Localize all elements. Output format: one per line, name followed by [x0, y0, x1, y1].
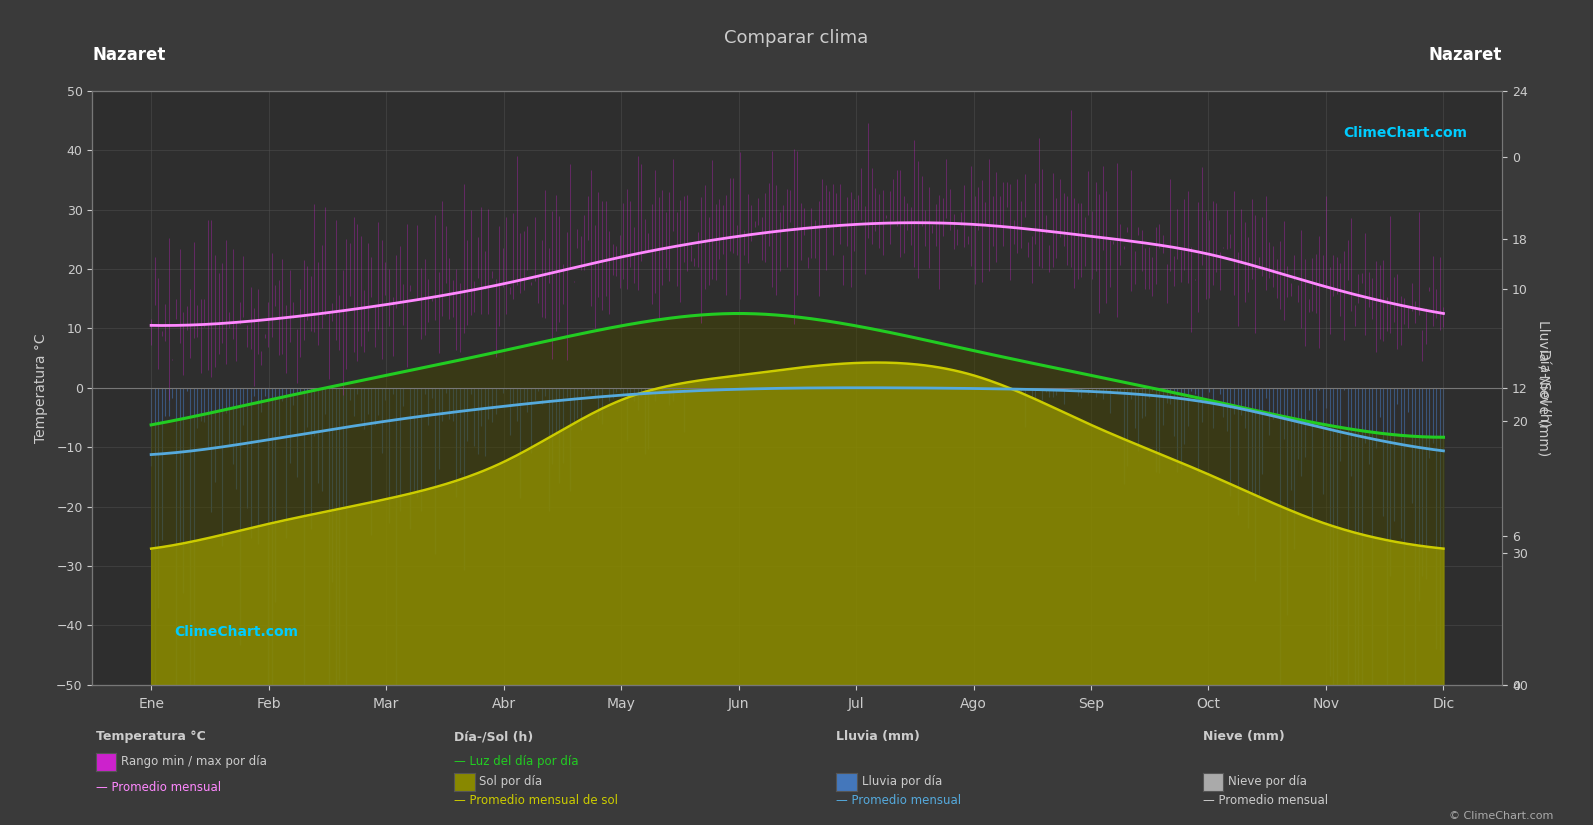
- Text: Sol por día: Sol por día: [479, 775, 543, 788]
- Text: — Promedio mensual: — Promedio mensual: [1203, 794, 1329, 808]
- Y-axis label: Lluvia / Nieve (mm): Lluvia / Nieve (mm): [1536, 319, 1550, 456]
- Text: Nazaret: Nazaret: [92, 46, 166, 64]
- Text: ClimeChart.com: ClimeChart.com: [1343, 126, 1467, 140]
- Text: — Promedio mensual de sol: — Promedio mensual de sol: [454, 794, 618, 808]
- Text: Día-/Sol (h): Día-/Sol (h): [454, 730, 534, 743]
- Text: © ClimeChart.com: © ClimeChart.com: [1448, 811, 1553, 821]
- Text: Nazaret: Nazaret: [1429, 46, 1502, 64]
- Text: Nieve por día: Nieve por día: [1228, 775, 1308, 788]
- Text: Temperatura °C: Temperatura °C: [96, 730, 205, 743]
- Text: Lluvia por día: Lluvia por día: [862, 775, 941, 788]
- Text: Rango min / max por día: Rango min / max por día: [121, 755, 268, 768]
- Y-axis label: Temperatura °C: Temperatura °C: [33, 333, 48, 442]
- Y-axis label: Día-/Sol (h): Día-/Sol (h): [1536, 349, 1550, 427]
- Text: Lluvia (mm): Lluvia (mm): [836, 730, 921, 743]
- Text: — Luz del día por día: — Luz del día por día: [454, 755, 578, 768]
- Text: ClimeChart.com: ClimeChart.com: [174, 625, 298, 639]
- Text: Nieve (mm): Nieve (mm): [1203, 730, 1284, 743]
- Text: Comparar clima: Comparar clima: [725, 29, 868, 47]
- Text: — Promedio mensual: — Promedio mensual: [96, 781, 221, 794]
- Text: — Promedio mensual: — Promedio mensual: [836, 794, 962, 808]
